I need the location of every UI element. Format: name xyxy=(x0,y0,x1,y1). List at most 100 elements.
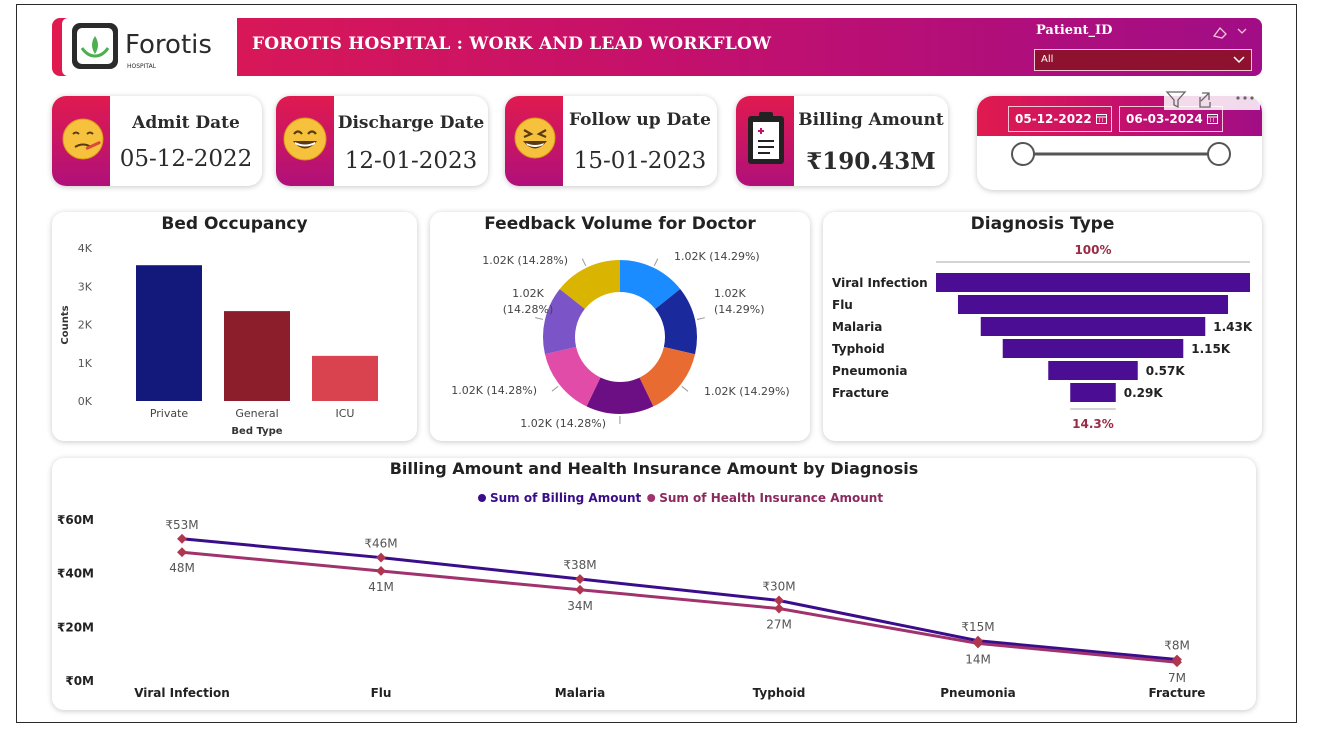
funnel-value-label: 1.15K xyxy=(1191,342,1231,356)
data-label: 27M xyxy=(766,618,792,632)
kpi-value: 15-01-2023 xyxy=(573,148,707,174)
funnel-category-label: Malaria xyxy=(832,320,882,334)
calendar-icon[interactable] xyxy=(1207,113,1218,124)
data-label: ₹53M xyxy=(165,518,198,532)
funnel-category-label: Viral Infection xyxy=(832,276,928,290)
y-tick-label: 2K xyxy=(78,319,93,332)
y-tick-label: ₹40M xyxy=(57,567,94,581)
kpi-follow-up-date: Follow up Date 15-01-2023 xyxy=(505,96,717,186)
date-range-slicer[interactable]: 05-12-2022 06-03-2024 xyxy=(977,96,1262,190)
legend-marker xyxy=(478,494,486,502)
x-tick-label: Pneumonia xyxy=(940,686,1016,700)
series-line xyxy=(181,550,1178,664)
x-tick-label: Viral Infection xyxy=(134,686,230,700)
data-point xyxy=(973,638,983,649)
funnel-value-label: 1.43K xyxy=(1213,320,1253,334)
billing-insurance-card: Billing Amount and Health Insurance Amou… xyxy=(52,458,1256,710)
visual-header-toolbar xyxy=(1164,88,1260,110)
filter-icon[interactable] xyxy=(1165,91,1187,109)
data-label: ₹15M xyxy=(961,620,994,634)
slice-label: 1.02K (14.29%) xyxy=(704,385,790,398)
donut-slice xyxy=(543,288,585,355)
calendar-icon[interactable] xyxy=(1096,113,1107,124)
funnel-bar xyxy=(957,295,1229,314)
data-point xyxy=(774,595,784,606)
funnel-bar xyxy=(936,273,1250,292)
legend-label: Sum of Billing Amount xyxy=(490,491,642,505)
data-label: 41M xyxy=(368,580,394,594)
focus-mode-icon[interactable] xyxy=(1199,92,1211,108)
funnel-top-label: 100% xyxy=(1074,243,1111,257)
eraser-icon[interactable] xyxy=(1210,24,1250,40)
y-tick-label: ₹0M xyxy=(65,674,94,688)
slice-leader-line xyxy=(551,385,559,392)
slice-leader-line xyxy=(535,317,544,320)
kpi-value: 05-12-2022 xyxy=(119,146,253,172)
chart-title: Diagnosis Type xyxy=(970,214,1115,234)
funnel-value-label: 0.57K xyxy=(1146,364,1186,378)
slice-leader-line xyxy=(581,258,587,267)
date-range-track[interactable] xyxy=(977,136,1262,176)
hospital-logo-icon: Forotis HOSPITAL xyxy=(72,23,212,70)
data-point xyxy=(1172,657,1182,668)
x-axis-label: Bed Type xyxy=(231,426,282,437)
kpi-title: Discharge Date xyxy=(337,113,485,133)
patient-id-label: Patient_ID xyxy=(1036,23,1113,38)
data-label: ₹30M xyxy=(762,580,795,594)
kpi-title: Follow up Date xyxy=(569,110,711,130)
funnel-bottom-label: 14.3% xyxy=(1072,417,1114,431)
patient-id-slicer[interactable]: Patient_ID All xyxy=(1024,18,1262,76)
range-start-handle[interactable] xyxy=(1011,142,1035,166)
y-tick-label: ₹60M xyxy=(57,513,94,527)
funnel-bar xyxy=(1002,339,1184,358)
data-point xyxy=(177,547,187,558)
chevron-down-icon xyxy=(1233,56,1245,64)
y-axis-label: Counts xyxy=(60,305,71,344)
range-end-handle[interactable] xyxy=(1207,142,1231,166)
x-tick-label: Malaria xyxy=(555,686,605,700)
billing-line-chart: ₹0M ₹20M ₹40M ₹60M Viral Infection Flu Malaria… xyxy=(57,491,1206,700)
kpi-title: Admit Date xyxy=(132,113,240,133)
data-point xyxy=(376,566,386,576)
funnel-value-label: 0.29K xyxy=(1124,386,1164,400)
y-tick-label: 1K xyxy=(78,357,93,370)
kpi-value: ₹190.43M xyxy=(806,148,936,175)
data-label: 34M xyxy=(567,599,593,613)
slice-leader-line xyxy=(696,317,705,320)
end-date-value: 06-03-2024 xyxy=(1126,112,1203,126)
funnel-category-label: Pneumonia xyxy=(832,364,908,378)
data-point xyxy=(177,533,187,544)
slice-label: 1.02K (14.28%) xyxy=(520,417,606,430)
y-tick-label: 3K xyxy=(78,280,93,293)
diagnosis-card: Diagnosis Type 100% Viral Infection Flu Mal… xyxy=(823,212,1262,441)
slice-label: 1.02K (14.29%) xyxy=(674,250,760,263)
x-tick-label: Fracture xyxy=(1149,686,1206,700)
donut-slice xyxy=(620,260,681,309)
legend-marker xyxy=(647,494,656,502)
data-label: 7M xyxy=(1168,671,1186,685)
bed-occupancy-chart: 0K 1K 2K 3K 4K Private General ICU Bed Type Count… xyxy=(60,242,378,437)
data-label: ₹8M xyxy=(1164,639,1190,653)
logo-subtext: HOSPITAL xyxy=(127,63,157,70)
slice-label-percent: (14.28%) xyxy=(503,303,554,316)
data-point xyxy=(575,574,585,584)
x-tick-label: Flu xyxy=(371,686,392,700)
feedback-card: Feedback Volume for Doctor 1.02K (14.29%… xyxy=(430,212,810,441)
start-date-input[interactable]: 05-12-2022 xyxy=(1008,106,1112,132)
slice-label: 1.02K xyxy=(512,287,544,300)
chart-title: Bed Occupancy xyxy=(161,214,308,234)
y-tick-label: 0K xyxy=(78,395,93,408)
legend-label: Sum of Health Insurance Amount xyxy=(659,491,883,505)
patient-id-value: All xyxy=(1041,54,1054,65)
start-date-value: 05-12-2022 xyxy=(1015,112,1092,126)
page-title: FOROTIS HOSPITAL : WORK AND LEAD WORKFLO… xyxy=(252,34,772,54)
grin-face-icon xyxy=(283,117,327,161)
donut-slice xyxy=(639,347,696,407)
logo-text: Forotis xyxy=(125,30,212,60)
donut-slice xyxy=(559,260,620,309)
logo: Forotis HOSPITAL xyxy=(62,18,237,76)
patient-id-dropdown[interactable]: All xyxy=(1034,49,1252,71)
kpi-admit-date: Admit Date 05-12-2022 xyxy=(52,96,262,186)
more-options-icon[interactable] xyxy=(1236,96,1254,100)
slice-label-percent: (14.29%) xyxy=(714,303,765,316)
